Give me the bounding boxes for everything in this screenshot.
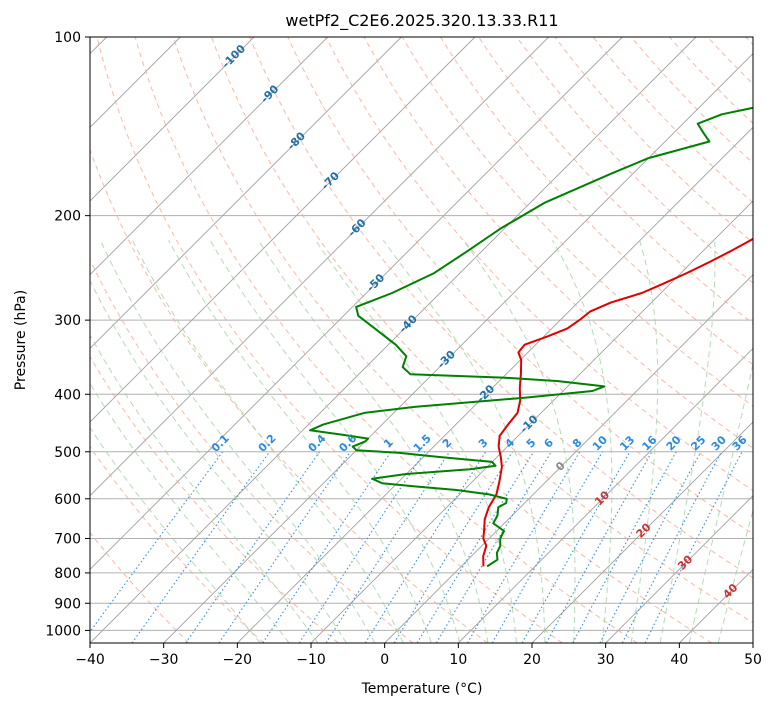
- y-tick-label: 200: [54, 209, 81, 225]
- dry-adiabat-line: [90, 531, 190, 643]
- isotherm-line: [90, 37, 697, 643]
- dry-adiabat-line: [90, 355, 339, 643]
- moist-adiabat-line: [131, 239, 404, 643]
- moist-adiabat-line: [90, 279, 347, 643]
- x-tick-label: 0: [380, 652, 389, 668]
- isotherm-line: [90, 37, 476, 423]
- mixing-ratio-line: [298, 451, 426, 643]
- x-tick-label: 30: [597, 652, 615, 668]
- y-tick-label: 700: [54, 532, 81, 548]
- plot-frame: [89, 36, 754, 644]
- profile-lines: [309, 106, 753, 568]
- chart-title: wetPf2_C2E6.2025.320.13.33.R11: [285, 11, 558, 31]
- mixing-ratio-line: [521, 451, 631, 643]
- dry-adiabat-line: [287, 37, 753, 535]
- moist-adiabat-line: [99, 239, 376, 643]
- y-tick-label: 900: [54, 596, 81, 612]
- isotherm-line: [605, 495, 753, 643]
- x-tick-label: −20: [223, 652, 253, 668]
- mixing-ratio-line: [644, 451, 743, 643]
- moist-adiabat-line: [168, 239, 432, 643]
- moist-adiabat-line: [382, 239, 546, 643]
- plot-area: [90, 37, 753, 643]
- isotherm-line: [531, 421, 753, 643]
- dry-adiabat-line: [211, 37, 753, 624]
- dry-adiabat-line: [90, 258, 414, 643]
- dry-adiabat-line: [90, 445, 264, 643]
- y-tick-label: 400: [54, 387, 81, 403]
- moist-adiabat-line: [630, 240, 659, 643]
- x-tick-label: −30: [149, 652, 179, 668]
- mixing-ratio-line: [572, 451, 677, 643]
- moist-adiabat-line: [209, 239, 461, 643]
- dewpoint-line: [309, 106, 753, 568]
- isotherm-line: [163, 53, 753, 643]
- isotherm-line: [90, 37, 255, 202]
- mixing-ratio-line: [90, 451, 224, 633]
- axis-ticks: −40 −30 −20 −10 0 10 20 30 40 50 100 200 300 400 500 60…: [45, 30, 762, 668]
- y-tick-label: 800: [54, 566, 81, 582]
- x-tick-label: 50: [744, 652, 762, 668]
- mixing-ratio-line: [545, 451, 653, 643]
- dry-adiabat-line: [516, 37, 753, 284]
- isotherm-line: [90, 37, 623, 570]
- mixing-ratio-line: [364, 451, 487, 643]
- temperature-line: [482, 237, 753, 567]
- dry-adiabat-line: [96, 37, 563, 643]
- moist-adiabat-line: [462, 239, 576, 643]
- isotherm-line: [90, 37, 549, 497]
- x-axis-label: Temperature (°C): [361, 681, 483, 697]
- dry-adiabat-line: [249, 37, 753, 579]
- dry-adiabat-line: [90, 148, 488, 643]
- x-tick-label: 40: [670, 652, 688, 668]
- moist-adiabat-line: [659, 240, 716, 643]
- isotherm-line: [458, 347, 753, 643]
- mixing-ratio-line: [218, 451, 351, 643]
- moist-adiabat-line: [90, 334, 319, 643]
- x-tick-label: −10: [296, 652, 326, 668]
- y-tick-label: 1000: [45, 623, 81, 639]
- x-tick-label: −40: [75, 652, 105, 668]
- mixing-ratio-line: [131, 451, 271, 643]
- mixing-ratio-line: [416, 451, 534, 643]
- y-tick-label: 300: [54, 313, 81, 329]
- x-tick-label: 10: [449, 652, 467, 668]
- isotherm-line: [90, 37, 328, 276]
- isotherm-line: [90, 37, 402, 349]
- mixing-ratio-line: [325, 451, 451, 643]
- mixing-ratio-line: [262, 451, 392, 643]
- dry-adiabat-line: [439, 37, 753, 366]
- y-axis-label: Pressure (hPa): [13, 290, 29, 390]
- mixing-ratio-line: [435, 451, 552, 643]
- mixing-ratio-line: [185, 451, 321, 643]
- moist-adiabat-line: [314, 239, 517, 643]
- mixing-ratio-line: [599, 451, 702, 643]
- x-tick-label: 20: [523, 652, 541, 668]
- moist-adiabat-line: [257, 239, 489, 643]
- y-tick-label: 100: [54, 30, 81, 46]
- y-tick-label: 500: [54, 445, 81, 461]
- dry-adiabat-line: [401, 37, 753, 407]
- y-tick-label: 600: [54, 492, 81, 508]
- moist-adiabat-line: [717, 508, 753, 643]
